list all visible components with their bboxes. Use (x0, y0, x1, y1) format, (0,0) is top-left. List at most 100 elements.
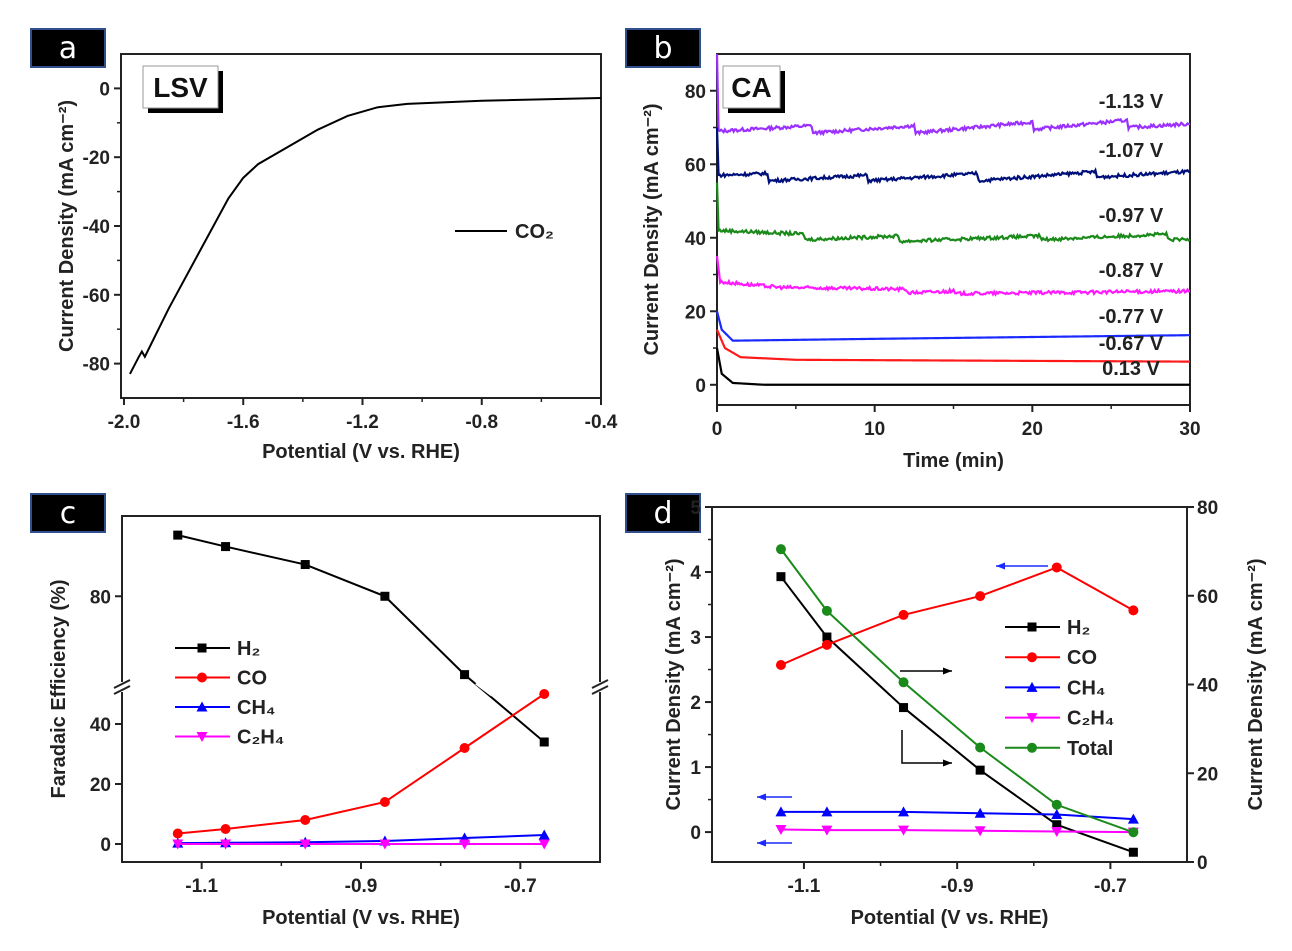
plot-frame-c (121, 515, 601, 863)
data-point-d (775, 544, 786, 555)
x-axis-title-c: Potential (V vs. RHE) (262, 907, 460, 929)
x-tick-label-b: 30 (1179, 419, 1200, 440)
y-tick-label-d: 1 (690, 758, 701, 779)
data-point-c (459, 743, 470, 753)
y-tick-label-d: 2 (690, 693, 701, 714)
legend-label-d: CO (1067, 647, 1097, 669)
x-tick-label-a: -0.8 (465, 412, 498, 433)
series-line-b (715, 256, 1191, 297)
y-tick-label-c: 80 (90, 587, 111, 608)
y-tick-label-c: 40 (90, 715, 111, 736)
x-tick-label-a: -1.2 (346, 412, 379, 433)
data-point-d (821, 605, 832, 616)
x-tick-label-c: -1.1 (185, 876, 218, 897)
series-line-b (715, 329, 1191, 363)
y-tick-label-b: 60 (685, 155, 706, 176)
series-line-d (780, 566, 1134, 666)
series-label-b: 0.13 V (1102, 358, 1160, 380)
y-right-tick-label-d: 40 (1197, 676, 1218, 697)
data-point-d (776, 572, 786, 582)
series-line-b (715, 127, 1191, 186)
inset-label-box-b (722, 65, 781, 109)
x-tick-label-c: -0.9 (345, 876, 378, 897)
series-label-b: -0.77 V (1099, 306, 1164, 328)
y-axis-title-b: Current Density (mA cm⁻²) (641, 103, 663, 355)
panel-label-d: d (625, 493, 701, 533)
y-axis-title-c: Faradaic Efficiency (%) (48, 580, 70, 799)
data-point-d (974, 807, 986, 818)
data-point-d (975, 765, 985, 775)
data-point-d (775, 659, 786, 670)
data-point-d (1051, 826, 1063, 837)
y-tick-label-d: 5 (690, 498, 701, 519)
series-label-b: -1.13 V (1099, 91, 1164, 113)
data-point-c (459, 839, 471, 850)
plot-frame-d (711, 506, 1188, 863)
legend-label-a: CO₂ (515, 221, 554, 243)
data-point-d (1052, 820, 1062, 830)
y-tick-label-b: 80 (685, 82, 706, 103)
data-point-c (379, 839, 391, 850)
x-tick-label-b: 0 (712, 419, 723, 440)
data-point-c (221, 542, 231, 552)
y-tick-label-b: 40 (685, 229, 706, 250)
series-line-d (780, 548, 1134, 834)
x-tick-label-d: -1.1 (788, 876, 821, 897)
legend-label-c: C₂H₄ (237, 727, 284, 749)
series-line-b (715, 347, 1190, 386)
data-point-c (173, 530, 183, 540)
data-point-d (899, 703, 909, 713)
y-axis-title-a: Current Density (mA cm⁻²) (56, 100, 78, 352)
x-axis-title-b: Time (min) (903, 450, 1004, 472)
x-tick-label-b: 10 (864, 419, 885, 440)
data-point-d (975, 591, 986, 602)
legend-marker-d (1026, 681, 1038, 692)
data-point-d (1128, 605, 1139, 616)
series-line-b (715, 53, 1191, 137)
legend-marker-c (197, 643, 207, 653)
axis-break-mark-c (113, 679, 131, 689)
data-point-d (1051, 799, 1062, 810)
y-right-axis-title-d: Current Density (mA cm⁻²) (1245, 558, 1267, 810)
left-axis-arrow-head (757, 839, 766, 847)
line-break-gap-c (475, 679, 495, 697)
legend-marker-d (1027, 652, 1037, 663)
x-tick-label-b: 20 (1022, 419, 1043, 440)
legend-label-c: CO (237, 668, 267, 690)
data-point-d (821, 806, 833, 817)
series-line-a (129, 97, 602, 375)
series-label-b: -0.97 V (1099, 205, 1164, 227)
x-tick-label-a: -1.6 (227, 412, 260, 433)
legend-marker-d (1027, 622, 1037, 632)
right-axis-arrow-head (943, 759, 952, 767)
data-point-c (172, 839, 184, 850)
data-point-d (1128, 847, 1138, 857)
data-point-c (220, 824, 231, 834)
data-point-d (1128, 827, 1139, 838)
axis-break-mark-c (113, 685, 131, 695)
inset-label-a: LSV (153, 72, 208, 103)
data-point-d (821, 825, 833, 836)
axis-break-mark-c (591, 685, 609, 695)
legend-label-c: H₂ (237, 638, 260, 660)
series-line-b (715, 311, 1191, 342)
data-point-c (379, 797, 390, 807)
x-tick-label-d: -0.9 (941, 876, 974, 897)
inset-label-box-a (142, 65, 219, 109)
legend-label-d: C₂H₄ (1067, 708, 1114, 730)
y-tick-label-a: 0 (99, 79, 110, 100)
legend-marker-c (196, 701, 208, 712)
legend-marker-d (1026, 713, 1038, 724)
axis-break-gap-c (592, 682, 608, 692)
y-tick-label-a: -40 (83, 217, 110, 238)
series-line-c (177, 834, 545, 845)
series-label-b: -0.67 V (1099, 333, 1164, 355)
data-point-d (898, 825, 910, 836)
right-axis-arrow-head (943, 667, 952, 675)
data-point-c (538, 829, 550, 840)
data-point-d (821, 639, 832, 650)
series-label-b: -0.87 V (1099, 260, 1164, 282)
axis-break-mark-c (591, 679, 609, 689)
